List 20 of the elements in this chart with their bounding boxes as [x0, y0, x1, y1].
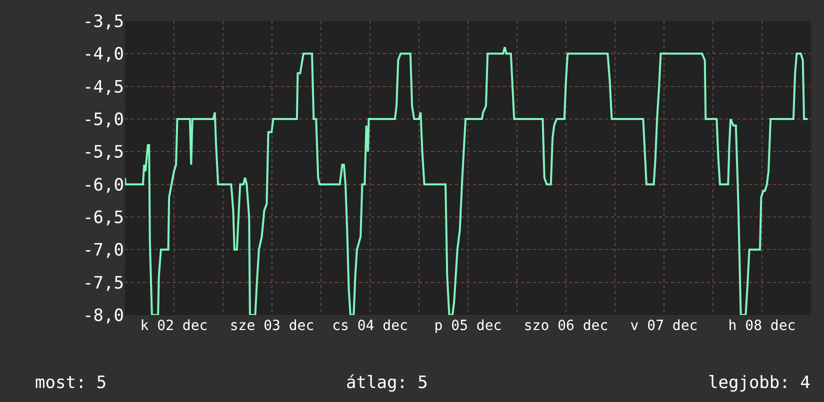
x-tick-label: k 02 dec: [140, 318, 208, 334]
y-tick-label: -5,0: [83, 110, 124, 130]
text: legjobb: 4: [708, 373, 810, 393]
text: most: 5: [35, 373, 107, 393]
x-tick-label: p 05 dec: [434, 318, 502, 334]
y-tick-label: -6,5: [83, 208, 124, 228]
y-tick-label: -4,5: [83, 77, 124, 98]
x-tick-label: h 08 dec: [728, 318, 796, 334]
y-tick-label: -7,5: [83, 273, 124, 294]
x-tick-label: cs 04 dec: [332, 318, 408, 334]
text: átlag: 5: [346, 373, 428, 393]
y-tick-label: -3,5: [83, 12, 124, 32]
y-tick-label: -8,0: [83, 306, 124, 326]
y-tick-label: -7,0: [83, 240, 124, 261]
x-tick-label: sze 03 dec: [230, 318, 314, 334]
x-tick-label: v 07 dec: [630, 318, 698, 334]
y-tick-label: -5,5: [83, 142, 124, 163]
y-tick-label: -6,0: [83, 175, 124, 196]
y-tick-label: -4,0: [83, 44, 124, 65]
x-tick-label: szo 06 dec: [524, 318, 608, 334]
